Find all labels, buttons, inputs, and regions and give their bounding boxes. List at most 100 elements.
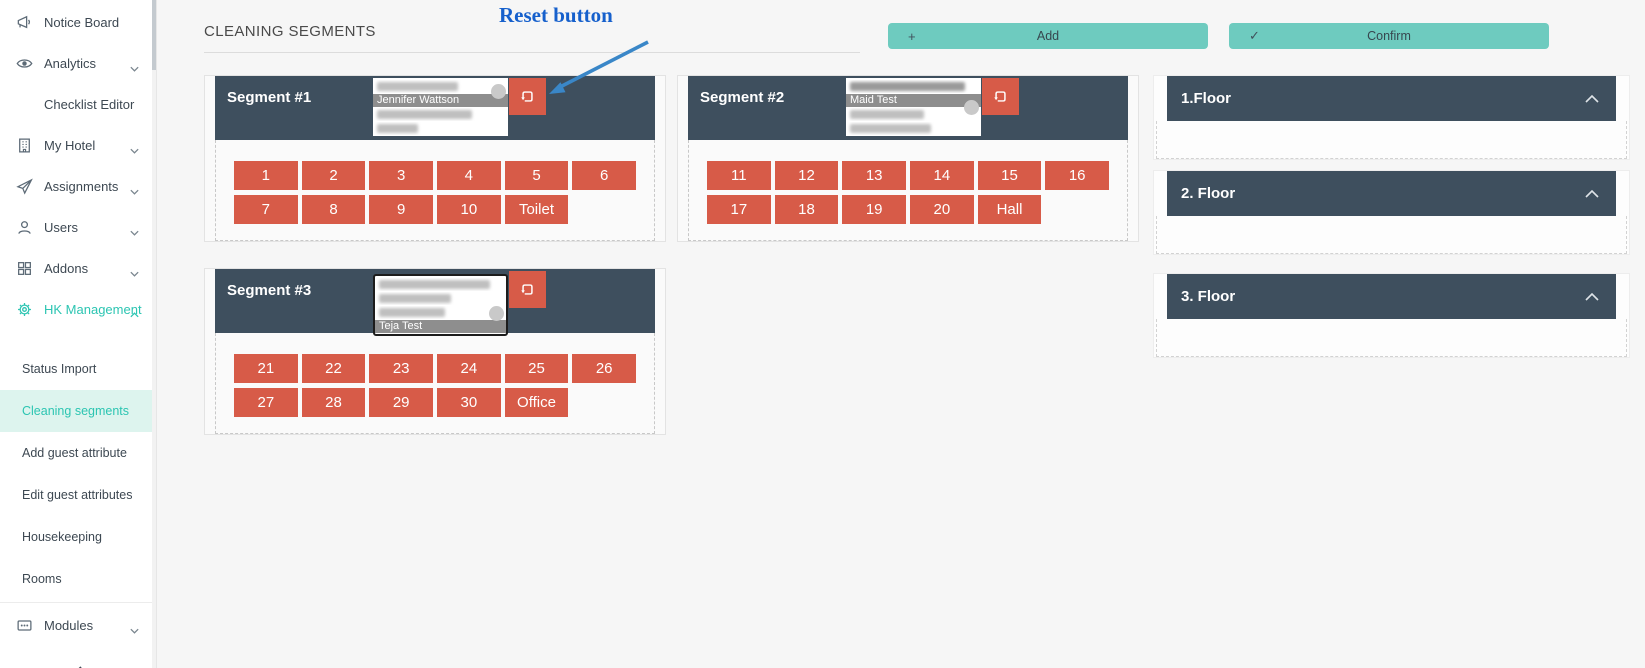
room-tile[interactable]: 5: [504, 161, 569, 190]
floor-1-dropzone[interactable]: [1156, 121, 1627, 159]
room-tile[interactable]: 28: [301, 388, 366, 417]
segment-2-maid-select[interactable]: Maid Test: [846, 78, 981, 136]
room-tile[interactable]: 26: [572, 354, 636, 383]
segment-2-dropzone[interactable]: 11 12 13 14 15 16 17 18 19 20 Hall: [688, 140, 1128, 241]
segment-title: Segment #2: [700, 89, 785, 106]
room-tile[interactable]: 20: [910, 195, 974, 224]
floor-3-dropzone[interactable]: [1156, 319, 1627, 357]
sidebar-item-my-hotel[interactable]: My Hotel: [0, 125, 156, 166]
sidebar-item-rooms[interactable]: Rooms: [0, 558, 156, 600]
reset-button[interactable]: [509, 271, 546, 308]
sidebar-item-assignments[interactable]: Assignments: [0, 166, 156, 207]
room-tile[interactable]: 4: [437, 161, 501, 190]
room-tile[interactable]: 14: [910, 161, 974, 190]
room-tile[interactable]: 30: [437, 388, 501, 417]
room-tile[interactable]: Office: [504, 388, 569, 417]
sidebar-item-notice-board[interactable]: Notice Board: [0, 2, 156, 43]
floor-3-header[interactable]: 3. Floor: [1167, 274, 1616, 319]
room-tile[interactable]: 18: [774, 195, 839, 224]
maid-option-redacted[interactable]: [375, 292, 506, 305]
chevron-up-icon[interactable]: [1584, 292, 1600, 302]
add-button[interactable]: + Add: [888, 23, 1208, 49]
confirm-button[interactable]: ✓ Confirm: [1229, 23, 1549, 49]
room-tile[interactable]: 25: [504, 354, 569, 383]
sidebar-item-hk-management[interactable]: HK Management: [0, 289, 156, 330]
room-tile[interactable]: 27: [234, 388, 298, 417]
segment-1-maid-select[interactable]: Jennifer Wattson: [373, 78, 508, 136]
reset-button[interactable]: [509, 78, 546, 115]
room-tile[interactable]: 11: [707, 161, 771, 190]
chevron-up-icon[interactable]: [1584, 189, 1600, 199]
room-tile[interactable]: 24: [437, 354, 501, 383]
maid-option-redacted[interactable]: [846, 122, 981, 135]
room-tile[interactable]: 16: [1045, 161, 1109, 190]
scrollbar-thumb[interactable]: [152, 0, 156, 70]
room-tile[interactable]: Toilet: [504, 195, 569, 224]
room-tile[interactable]: 1: [234, 161, 298, 190]
room-tile[interactable]: 9: [369, 195, 433, 224]
room-tile[interactable]: 3: [369, 161, 433, 190]
room-tile[interactable]: 2: [301, 161, 366, 190]
segment-card-1: Segment #1 Jennifer Wattson: [204, 75, 666, 242]
sidebar-item-analytics[interactable]: Analytics: [0, 43, 156, 84]
room-tile[interactable]: 10: [437, 195, 501, 224]
sidebar-item-label: Users: [44, 220, 78, 235]
room-tile[interactable]: 22: [301, 354, 366, 383]
scroll-thumb[interactable]: [491, 84, 506, 99]
sidebar-item-label: Rooms: [22, 572, 62, 586]
sidebar-item-edit-guest-attributes[interactable]: Edit guest attributes: [0, 474, 156, 516]
floor-2-dropzone[interactable]: [1156, 216, 1627, 254]
sidebar-collapse-button[interactable]: [0, 656, 156, 668]
sidebar-item-housekeeping[interactable]: Housekeeping: [0, 516, 156, 558]
gear-icon: [16, 301, 33, 318]
room-tile[interactable]: Hall: [977, 195, 1042, 224]
room-tile[interactable]: 23: [369, 354, 433, 383]
room-tile[interactable]: 19: [842, 195, 906, 224]
sidebar-scrollbar[interactable]: [152, 0, 156, 668]
maid-option-redacted[interactable]: [846, 80, 981, 93]
maid-option-redacted[interactable]: [373, 108, 508, 121]
sidebar-item-cleaning-segments[interactable]: Cleaning segments: [0, 390, 156, 432]
segment-3-dropzone[interactable]: 21 22 23 24 25 26 27 28 29 30 Office: [215, 333, 655, 434]
room-tile[interactable]: 15: [977, 161, 1042, 190]
sidebar-item-users[interactable]: Users: [0, 207, 156, 248]
floor-1-header[interactable]: 1.Floor: [1167, 76, 1616, 121]
sidebar-item-addons[interactable]: Addons: [0, 248, 156, 289]
maid-option-redacted[interactable]: [846, 108, 981, 121]
chevron-down-icon: [129, 265, 140, 277]
sidebar-item-checklist-editor[interactable]: Checklist Editor: [0, 84, 156, 125]
room-tile[interactable]: 17: [707, 195, 771, 224]
maid-option-redacted[interactable]: [373, 80, 508, 93]
plus-icon: +: [908, 28, 916, 44]
room-tile[interactable]: 29: [369, 388, 433, 417]
modules-icon: [16, 617, 33, 634]
chevron-up-icon[interactable]: [1584, 94, 1600, 104]
maid-option-selected[interactable]: Maid Test: [846, 94, 981, 107]
maid-option-redacted[interactable]: [373, 122, 508, 135]
room-tile[interactable]: 13: [842, 161, 906, 190]
sidebar-item-modules[interactable]: Modules: [0, 605, 156, 646]
room-tile[interactable]: 6: [572, 161, 636, 190]
sidebar-item-label: Analytics: [44, 56, 97, 71]
maid-option-selected[interactable]: Jennifer Wattson: [373, 94, 508, 107]
user-icon: [16, 219, 33, 236]
maid-option-redacted[interactable]: [375, 306, 506, 319]
segment-3-maid-select[interactable]: Teja Test: [373, 274, 508, 336]
floor-2-header[interactable]: 2. Floor: [1167, 171, 1616, 216]
sidebar-item-status-import[interactable]: Status Import: [0, 348, 156, 390]
room-tile[interactable]: 7: [234, 195, 298, 224]
sidebar-item-add-guest-attribute[interactable]: Add guest attribute: [0, 432, 156, 474]
maid-option-redacted[interactable]: [375, 278, 506, 291]
scroll-thumb[interactable]: [964, 100, 979, 115]
room-tile[interactable]: 21: [234, 354, 298, 383]
maid-option-selected[interactable]: Teja Test: [375, 320, 506, 333]
reset-button[interactable]: [982, 78, 1019, 115]
sidebar-item-label: My Hotel: [44, 138, 96, 153]
segment-1-dropzone[interactable]: 1 2 3 4 5 6 7 8 9 10 Toilet: [215, 140, 655, 241]
scroll-thumb[interactable]: [489, 306, 504, 321]
sidebar-item-label: Edit guest attributes: [22, 488, 133, 502]
room-tile[interactable]: 12: [774, 161, 839, 190]
sidebar-item-label: Checklist Editor: [44, 97, 135, 112]
segment-card-3: Segment #3 Teja Test: [204, 268, 666, 435]
room-tile[interactable]: 8: [301, 195, 366, 224]
